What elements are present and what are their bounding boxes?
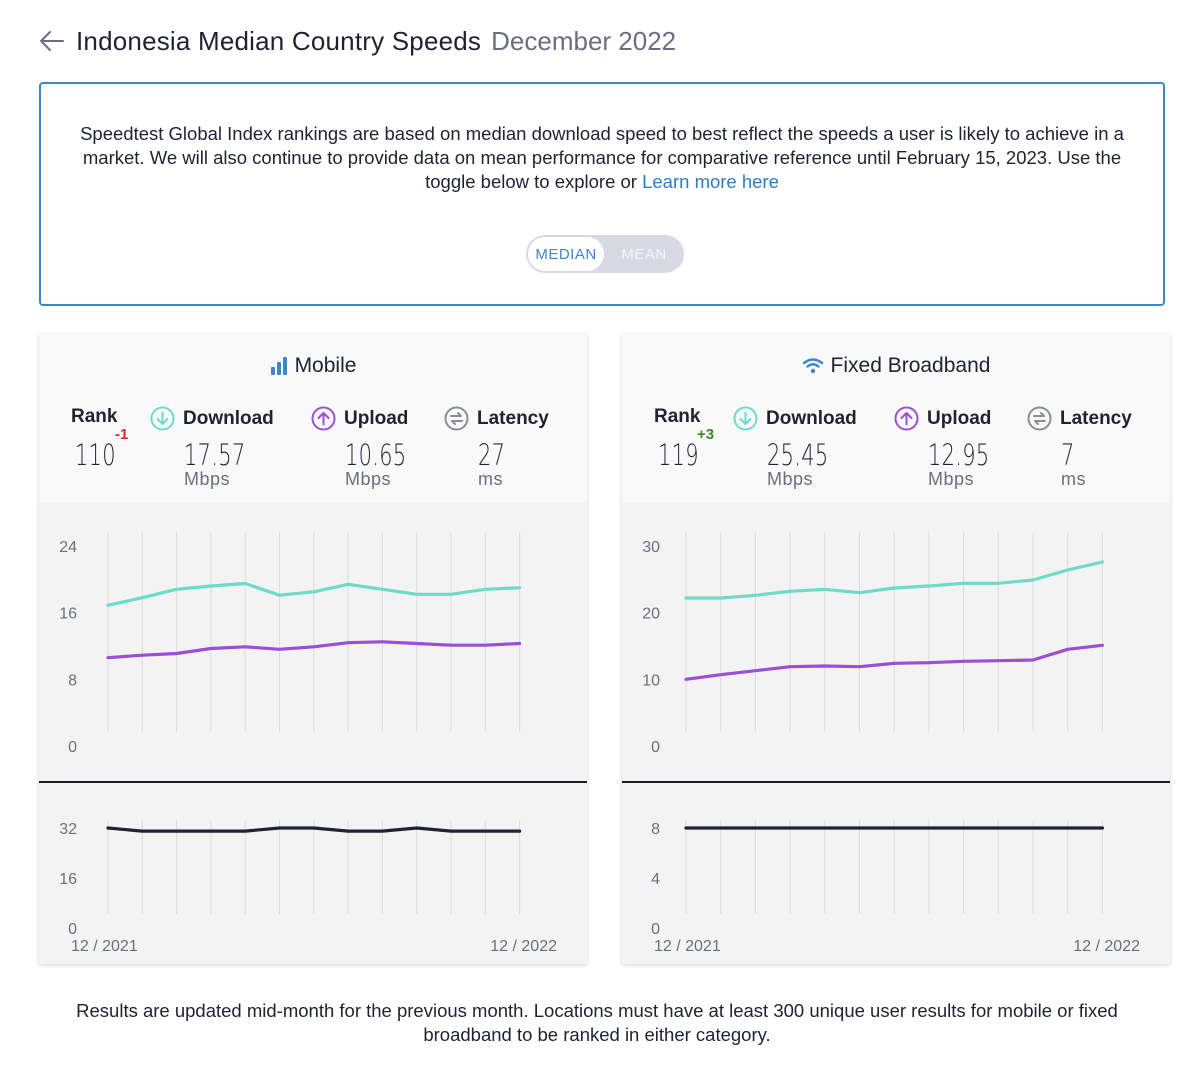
rank-change: -1 bbox=[115, 426, 129, 443]
rank-change: +3 bbox=[697, 426, 715, 443]
fixed-summary: Fixed Broadband Rank 119 +3 Download 25.… bbox=[622, 334, 1170, 502]
upload-unit: Mbps bbox=[345, 469, 392, 489]
upload-icon bbox=[311, 406, 336, 431]
rank-value: 110 bbox=[75, 438, 116, 472]
mobile-panel: Mobile Rank 110 -1 Download 17.57 Mbps U… bbox=[39, 334, 587, 964]
upload-label: Upload bbox=[311, 406, 408, 431]
y-tick-label: 16 bbox=[59, 606, 77, 623]
toggle-mean-option[interactable]: MEAN bbox=[621, 245, 667, 263]
mobile-chart: 0 8 16 24 0 16 32 12 / 2021 12 / 2022 bbox=[59, 532, 557, 955]
upload-value: 12.95 bbox=[928, 438, 990, 472]
latency-label: Latency bbox=[444, 406, 549, 431]
download-icon bbox=[733, 406, 758, 431]
mobile-summary: Mobile Rank 110 -1 Download 17.57 Mbps U… bbox=[39, 334, 587, 502]
latency-unit: ms bbox=[478, 469, 503, 489]
y-tick-label: 30 bbox=[642, 539, 660, 556]
x-tick-label-end: 12 / 2022 bbox=[490, 938, 557, 955]
latency-icon bbox=[1027, 406, 1052, 431]
upload-label: Upload bbox=[894, 406, 991, 431]
x-tick-label-start: 12 / 2021 bbox=[654, 938, 721, 955]
upload-icon bbox=[894, 406, 919, 431]
wifi-icon bbox=[802, 358, 823, 374]
download-line bbox=[684, 560, 1104, 600]
download-unit: Mbps bbox=[184, 469, 231, 489]
signal-bars-icon bbox=[270, 357, 287, 375]
chart-divider bbox=[39, 781, 587, 783]
download-label-text: Download bbox=[766, 407, 857, 429]
upload-unit: Mbps bbox=[928, 469, 975, 489]
y-tick-label: 10 bbox=[642, 672, 660, 689]
y-tick-label: 24 bbox=[59, 539, 77, 556]
mobile-title-label: Mobile bbox=[294, 354, 357, 377]
download-line bbox=[106, 581, 522, 607]
download-unit: Mbps bbox=[767, 469, 814, 489]
methodology-notice: Speedtest Global Index rankings are base… bbox=[39, 82, 1165, 306]
page-header: Indonesia Median Country Speeds December… bbox=[38, 22, 676, 60]
chart-divider bbox=[622, 781, 1170, 783]
y-tick-label: 0 bbox=[68, 739, 77, 756]
rank-value: 119 bbox=[658, 438, 699, 472]
upload-line bbox=[106, 640, 522, 660]
notice-text-block: Speedtest Global Index rankings are base… bbox=[61, 122, 1143, 194]
download-value: 25.45 bbox=[767, 438, 829, 472]
y-tick-label: 8 bbox=[68, 672, 77, 689]
fixed-title: Fixed Broadband bbox=[622, 354, 1170, 378]
latency-value: 27 bbox=[478, 438, 506, 472]
y-tick-label: 0 bbox=[651, 921, 660, 938]
latency-label-text: Latency bbox=[1060, 407, 1132, 429]
upload-label-text: Upload bbox=[927, 407, 992, 429]
y-tick-label: 0 bbox=[68, 921, 77, 938]
x-tick-label-start: 12 / 2021 bbox=[71, 938, 138, 955]
y-tick-label: 0 bbox=[651, 739, 660, 756]
rank-label: Rank bbox=[71, 406, 118, 427]
rank-label: Rank bbox=[654, 406, 701, 427]
back-button[interactable] bbox=[38, 27, 66, 55]
download-value: 17.57 bbox=[184, 438, 246, 472]
fixed-title-label: Fixed Broadband bbox=[830, 354, 991, 377]
latency-label-text: Latency bbox=[477, 407, 549, 429]
arrow-left-icon bbox=[40, 31, 64, 51]
y-tick-label: 4 bbox=[651, 871, 660, 888]
fixed-broadband-panel: Fixed Broadband Rank 119 +3 Download 25.… bbox=[622, 334, 1170, 964]
mobile-title: Mobile bbox=[39, 354, 587, 378]
upload-label-text: Upload bbox=[344, 407, 409, 429]
footer-note: Results are updated mid-month for the pr… bbox=[76, 1000, 1118, 1045]
latency-line bbox=[106, 826, 522, 833]
latency-unit: ms bbox=[1061, 469, 1086, 489]
y-tick-label: 16 bbox=[59, 871, 77, 888]
x-tick-label-end: 12 / 2022 bbox=[1073, 938, 1140, 955]
y-tick-label: 8 bbox=[651, 821, 660, 838]
download-label: Download bbox=[150, 406, 274, 431]
notice-text: Speedtest Global Index rankings are base… bbox=[80, 123, 1124, 192]
y-tick-label: 32 bbox=[59, 821, 77, 838]
y-tick-label: 20 bbox=[642, 606, 660, 623]
fixed-broadband-chart: 0 10 20 30 0 4 8 12 / 2021 12 / 2022 bbox=[642, 532, 1140, 955]
latency-value: 7 bbox=[1061, 438, 1075, 472]
page-title: Indonesia Median Country Speeds bbox=[76, 25, 482, 56]
upload-line bbox=[684, 643, 1104, 681]
download-label-text: Download bbox=[183, 407, 274, 429]
median-mean-toggle[interactable]: MEDIAN MEAN bbox=[526, 235, 684, 273]
latency-label: Latency bbox=[1027, 406, 1132, 431]
toggle-median-option[interactable]: MEDIAN bbox=[528, 237, 604, 271]
download-icon bbox=[150, 406, 175, 431]
upload-value: 10.65 bbox=[345, 438, 407, 472]
download-label: Download bbox=[733, 406, 857, 431]
latency-icon bbox=[444, 406, 469, 431]
page-period: December 2022 bbox=[491, 25, 677, 56]
learn-more-link[interactable]: Learn more here bbox=[642, 171, 779, 192]
